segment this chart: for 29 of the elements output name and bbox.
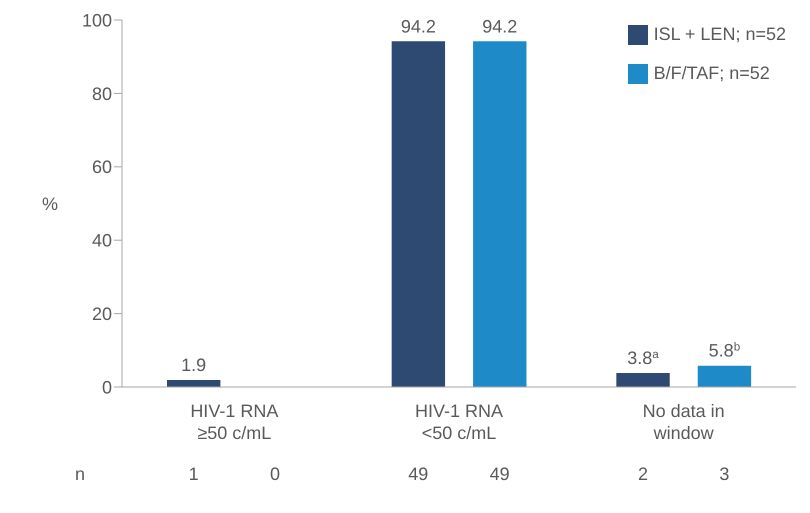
y-tick-label: 0 [102, 377, 112, 398]
x-tick-label: HIV-1 RNA ≥50 c/mL [190, 401, 278, 443]
text: 1 [188, 464, 199, 484]
bar [473, 41, 526, 387]
y-tick-label: 60 [92, 157, 112, 178]
text: 0 [270, 464, 280, 484]
bar [392, 41, 446, 387]
x-tick-label: No data in window [642, 401, 725, 443]
data-label: 94.2 [400, 16, 436, 36]
bar [698, 366, 752, 387]
text: 49 [490, 464, 510, 484]
y-tick-label: 80 [92, 84, 112, 104]
text: 49 [408, 464, 428, 484]
data-label: 3.8$^{a}$ [627, 348, 660, 368]
y-axis-title: % [42, 194, 58, 214]
bar [167, 380, 220, 387]
legend-label: ISL + LEN; n=52 [654, 24, 786, 45]
y-tick-label: 100 [82, 10, 112, 30]
text: n [74, 464, 86, 484]
bar [616, 373, 670, 387]
y-tick-label: 40 [92, 230, 112, 251]
data-label: 1.9 [181, 355, 206, 376]
y-tick-label: 20 [92, 304, 112, 324]
data-label: 5.8$^{b}$ [708, 340, 741, 361]
text: 3 [719, 464, 730, 484]
data-label: 94.2 [482, 16, 518, 36]
text: 2 [638, 464, 648, 484]
x-tick-label: HIV-1 RNA <50 c/mL [414, 401, 504, 443]
legend-label: B/F/TAF; n=52 [654, 63, 770, 84]
